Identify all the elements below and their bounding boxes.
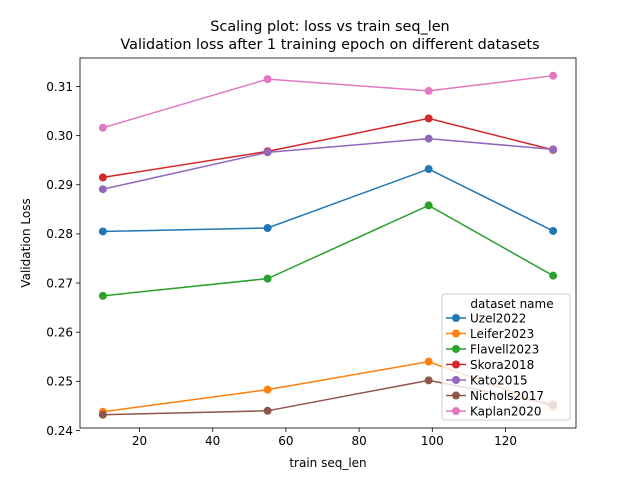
legend-marker-kaplan2020 <box>452 407 460 415</box>
y-tick-label-2: 0.26 <box>46 325 73 339</box>
series-line-flavell2023 <box>102 204 554 297</box>
legend-marker-uzel2022 <box>452 314 460 322</box>
y-tick-label-7: 0.31 <box>46 80 73 94</box>
legend-title: dataset name <box>470 297 553 311</box>
legend-label-leifer2023: Leifer2023 <box>470 327 534 341</box>
point-nichols2017-2 <box>424 376 433 385</box>
point-kaplan2020-3 <box>549 71 558 80</box>
point-kaplan2020-0 <box>98 123 107 132</box>
x-tick-label-2: 60 <box>278 434 293 448</box>
point-leifer2023-1 <box>263 385 272 394</box>
legend-marker-kato2015 <box>452 376 460 384</box>
x-tick-label-0: 20 <box>132 434 147 448</box>
y-tick-label-3: 0.27 <box>46 276 73 290</box>
point-skora2018-0 <box>98 173 107 182</box>
y-tick-label-0: 0.24 <box>46 424 73 438</box>
legend-marker-leifer2023 <box>452 329 460 338</box>
series-line-skora2018 <box>102 117 554 179</box>
legend-label-nichols2017: Nichols2017 <box>470 389 544 403</box>
point-kato2015-1 <box>263 148 272 157</box>
y-axis-label: Validation Loss <box>19 198 33 287</box>
legend-label-uzel2022: Uzel2022 <box>470 311 526 325</box>
point-skora2018-2 <box>424 114 433 123</box>
point-flavell2023-0 <box>98 291 107 300</box>
legend-label-flavell2023: Flavell2023 <box>470 342 539 356</box>
x-tick-label-5: 120 <box>494 434 517 448</box>
point-kaplan2020-1 <box>263 75 272 84</box>
legend-marker-nichols2017 <box>452 391 460 400</box>
point-uzel2022-3 <box>549 226 558 235</box>
point-flavell2023-1 <box>263 274 272 283</box>
point-flavell2023-2 <box>424 201 433 210</box>
x-tick-label-3: 80 <box>351 434 366 448</box>
y-tick-label-6: 0.30 <box>46 129 73 143</box>
point-uzel2022-0 <box>98 227 107 236</box>
x-tick-label-1: 40 <box>205 434 220 448</box>
y-tick-label-5: 0.29 <box>46 178 73 192</box>
plot-frame <box>79 57 577 429</box>
legend-label-kaplan2020: Kaplan2020 <box>470 404 541 418</box>
point-kato2015-3 <box>549 145 558 154</box>
point-uzel2022-1 <box>263 224 272 233</box>
series-line-kaplan2020 <box>102 74 554 129</box>
point-kaplan2020-2 <box>424 86 433 95</box>
point-uzel2022-2 <box>424 165 433 174</box>
chart-title-line1: Scaling plot: loss vs train seq_len <box>210 19 449 35</box>
y-tick-label-1: 0.25 <box>46 375 73 389</box>
point-kato2015-0 <box>98 185 107 194</box>
y-tick-label-4: 0.28 <box>46 227 73 241</box>
x-axis-label: train seq_len <box>289 456 366 470</box>
point-nichols2017-1 <box>263 406 272 415</box>
legend: dataset name Uzel2022 Leifer2023Flavell20… <box>441 293 571 421</box>
legend-label-kato2015: Kato2015 <box>470 373 528 387</box>
point-flavell2023-3 <box>549 271 558 280</box>
point-kato2015-2 <box>424 134 433 143</box>
legend-marker-skora2018 <box>452 360 460 369</box>
chart-title-line2: Validation loss after 1 training epoch o… <box>120 37 539 53</box>
legend-box <box>441 293 571 421</box>
point-leifer2023-2 <box>424 357 433 366</box>
series-line-kato2015 <box>102 137 554 190</box>
series-line-uzel2022 <box>102 168 554 233</box>
legend-marker-flavell2023 <box>452 345 460 353</box>
x-tick-label-4: 100 <box>421 434 444 448</box>
point-nichols2017-0 <box>98 410 107 419</box>
legend-label-skora2018: Skora2018 <box>470 358 534 372</box>
